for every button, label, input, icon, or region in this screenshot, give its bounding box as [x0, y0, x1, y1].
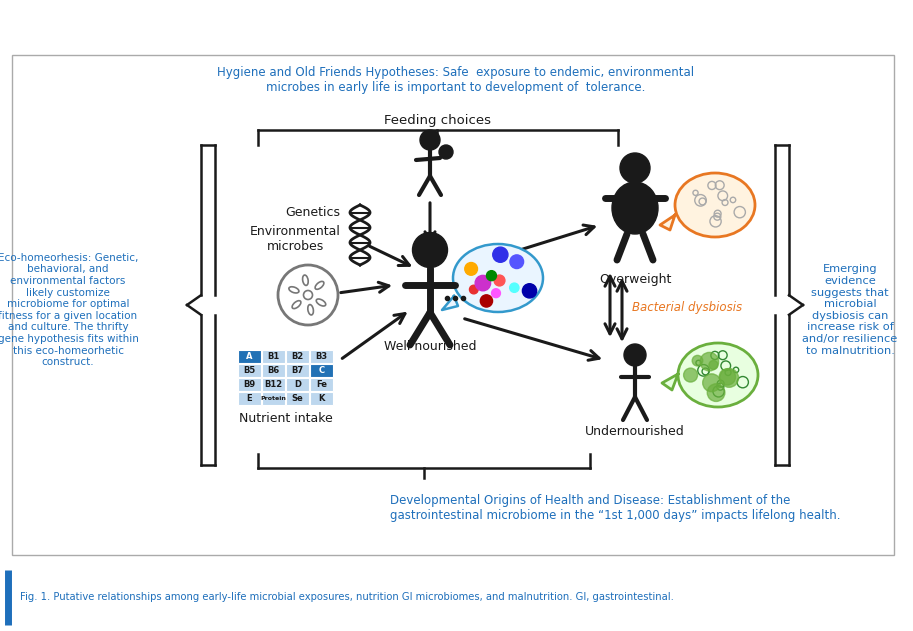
- FancyBboxPatch shape: [262, 392, 285, 405]
- Circle shape: [469, 285, 478, 294]
- Ellipse shape: [612, 182, 658, 234]
- Text: B2: B2: [291, 352, 304, 361]
- Text: B3: B3: [315, 352, 328, 361]
- Circle shape: [487, 271, 497, 281]
- Text: Fig. 1. Putative relationships among early-life microbial exposures, nutrition G: Fig. 1. Putative relationships among ear…: [20, 592, 674, 602]
- Text: Emerging
evidence
suggests that
microbial
dysbiosis can
increase risk of
and/or : Emerging evidence suggests that microbia…: [803, 264, 897, 356]
- FancyBboxPatch shape: [238, 350, 261, 363]
- Ellipse shape: [453, 244, 543, 312]
- Text: Protein: Protein: [260, 396, 287, 401]
- Ellipse shape: [675, 173, 755, 237]
- FancyBboxPatch shape: [310, 350, 333, 363]
- Circle shape: [480, 295, 492, 307]
- Circle shape: [493, 247, 508, 262]
- Polygon shape: [662, 374, 678, 390]
- Text: C: C: [319, 366, 324, 375]
- Circle shape: [624, 344, 646, 366]
- Text: K: K: [319, 394, 325, 403]
- Text: Bacterial dysbiosis: Bacterial dysbiosis: [632, 302, 742, 314]
- FancyBboxPatch shape: [238, 364, 261, 377]
- FancyBboxPatch shape: [262, 350, 285, 363]
- Text: Developmental Origins of Health and Disease: Establishment of the
gastrointestin: Developmental Origins of Health and Dise…: [390, 494, 841, 522]
- FancyBboxPatch shape: [310, 392, 333, 405]
- Circle shape: [510, 255, 523, 269]
- Text: B7: B7: [291, 366, 303, 375]
- Circle shape: [703, 374, 720, 392]
- Text: D: D: [294, 380, 301, 389]
- Polygon shape: [442, 296, 458, 310]
- Circle shape: [620, 153, 650, 183]
- Circle shape: [494, 275, 505, 286]
- FancyBboxPatch shape: [238, 378, 261, 391]
- Circle shape: [700, 352, 719, 371]
- Circle shape: [465, 262, 477, 275]
- Circle shape: [522, 284, 537, 298]
- FancyBboxPatch shape: [286, 364, 309, 377]
- Text: B1: B1: [268, 352, 279, 361]
- Text: Eco-homeorhesis: Genetic,
behavioral, and
environmental factors
likely customize: Eco-homeorhesis: Genetic, behavioral, an…: [0, 253, 139, 367]
- Text: Feeding choices: Feeding choices: [383, 114, 490, 127]
- FancyBboxPatch shape: [310, 364, 333, 377]
- Text: Se: Se: [291, 394, 303, 403]
- Text: E: E: [247, 394, 252, 403]
- FancyBboxPatch shape: [286, 350, 309, 363]
- FancyBboxPatch shape: [262, 378, 285, 391]
- Text: Well nourished: Well nourished: [383, 340, 477, 353]
- Text: Undernourished: Undernourished: [585, 425, 685, 438]
- Circle shape: [509, 283, 519, 292]
- FancyBboxPatch shape: [286, 392, 309, 405]
- Circle shape: [420, 130, 440, 150]
- Circle shape: [684, 368, 698, 382]
- Circle shape: [719, 369, 736, 385]
- Text: Fe: Fe: [316, 380, 327, 389]
- Circle shape: [439, 145, 453, 159]
- Text: B12: B12: [265, 380, 282, 389]
- Bar: [12, 55, 894, 555]
- Circle shape: [708, 384, 725, 401]
- Ellipse shape: [678, 343, 758, 407]
- FancyBboxPatch shape: [286, 378, 309, 391]
- Circle shape: [708, 360, 718, 369]
- Circle shape: [413, 232, 447, 268]
- Text: Overweight: Overweight: [599, 273, 671, 286]
- Text: Nutrient intake: Nutrient intake: [239, 412, 333, 425]
- Text: Genetics: Genetics: [285, 206, 340, 220]
- Text: B9: B9: [244, 380, 256, 389]
- FancyBboxPatch shape: [262, 364, 285, 377]
- Text: B6: B6: [268, 366, 279, 375]
- Text: B5: B5: [244, 366, 256, 375]
- Text: Environmental
microbes: Environmental microbes: [249, 225, 341, 253]
- Text: A: A: [247, 352, 253, 361]
- FancyBboxPatch shape: [310, 378, 333, 391]
- FancyBboxPatch shape: [238, 392, 261, 405]
- Circle shape: [719, 369, 739, 387]
- Circle shape: [475, 275, 490, 291]
- Circle shape: [692, 355, 703, 366]
- Polygon shape: [660, 215, 675, 230]
- Circle shape: [491, 289, 500, 298]
- Text: Hygiene and Old Friends Hypotheses: Safe  exposure to endemic, environmental
mic: Hygiene and Old Friends Hypotheses: Safe…: [217, 66, 695, 94]
